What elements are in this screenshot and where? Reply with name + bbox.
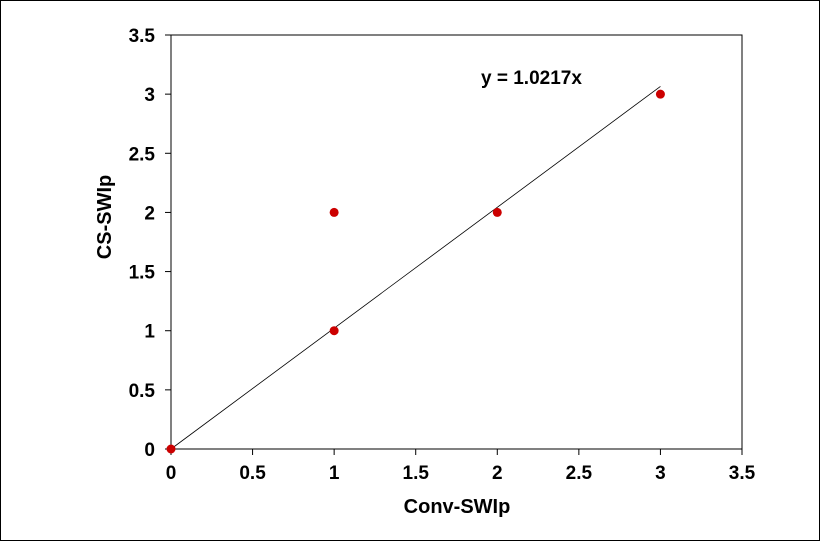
x-tick-label: 0: [166, 463, 177, 484]
y-axis-ticks: [165, 34, 171, 450]
data-point: [329, 207, 339, 217]
x-tick-label: 3: [655, 463, 666, 484]
data-points: [166, 89, 665, 454]
data-point: [655, 89, 665, 99]
y-tick-label: 0: [144, 440, 155, 461]
x-tick-label: 1: [329, 463, 340, 484]
x-tick-label: 0.5: [239, 463, 266, 484]
x-tick-label: 3.5: [729, 463, 756, 484]
y-axis-label: CS-SWIp: [94, 175, 116, 259]
y-tick-label: 3.5: [129, 26, 156, 47]
y-tick-label: 2.5: [129, 144, 156, 165]
y-tick-label: 1: [144, 322, 155, 343]
plot-area: [170, 34, 743, 450]
x-axis-label: Conv-SWIp: [404, 496, 511, 518]
y-tick-label: 3: [144, 85, 155, 106]
y-tick-label: 2: [144, 203, 155, 224]
x-tick-label: 2: [492, 463, 503, 484]
y-tick-label: 1.5: [129, 263, 156, 284]
x-tick-label: 2.5: [566, 463, 593, 484]
x-tick-label: 1.5: [403, 463, 430, 484]
y-axis-tick-labels: 0 0.5 1 1.5 2 2.5 3 3.5: [129, 26, 156, 461]
data-point: [166, 444, 176, 454]
trendline-equation: y = 1.0217x: [481, 68, 582, 89]
x-axis-tick-labels: 0 0.5 1 1.5 2 2.5 3 3.5: [166, 463, 756, 484]
y-tick-label: 0.5: [129, 381, 156, 402]
data-point: [492, 207, 502, 217]
x-axis-ticks: [170, 449, 743, 455]
data-point: [329, 326, 339, 336]
trendline: [170, 86, 661, 450]
